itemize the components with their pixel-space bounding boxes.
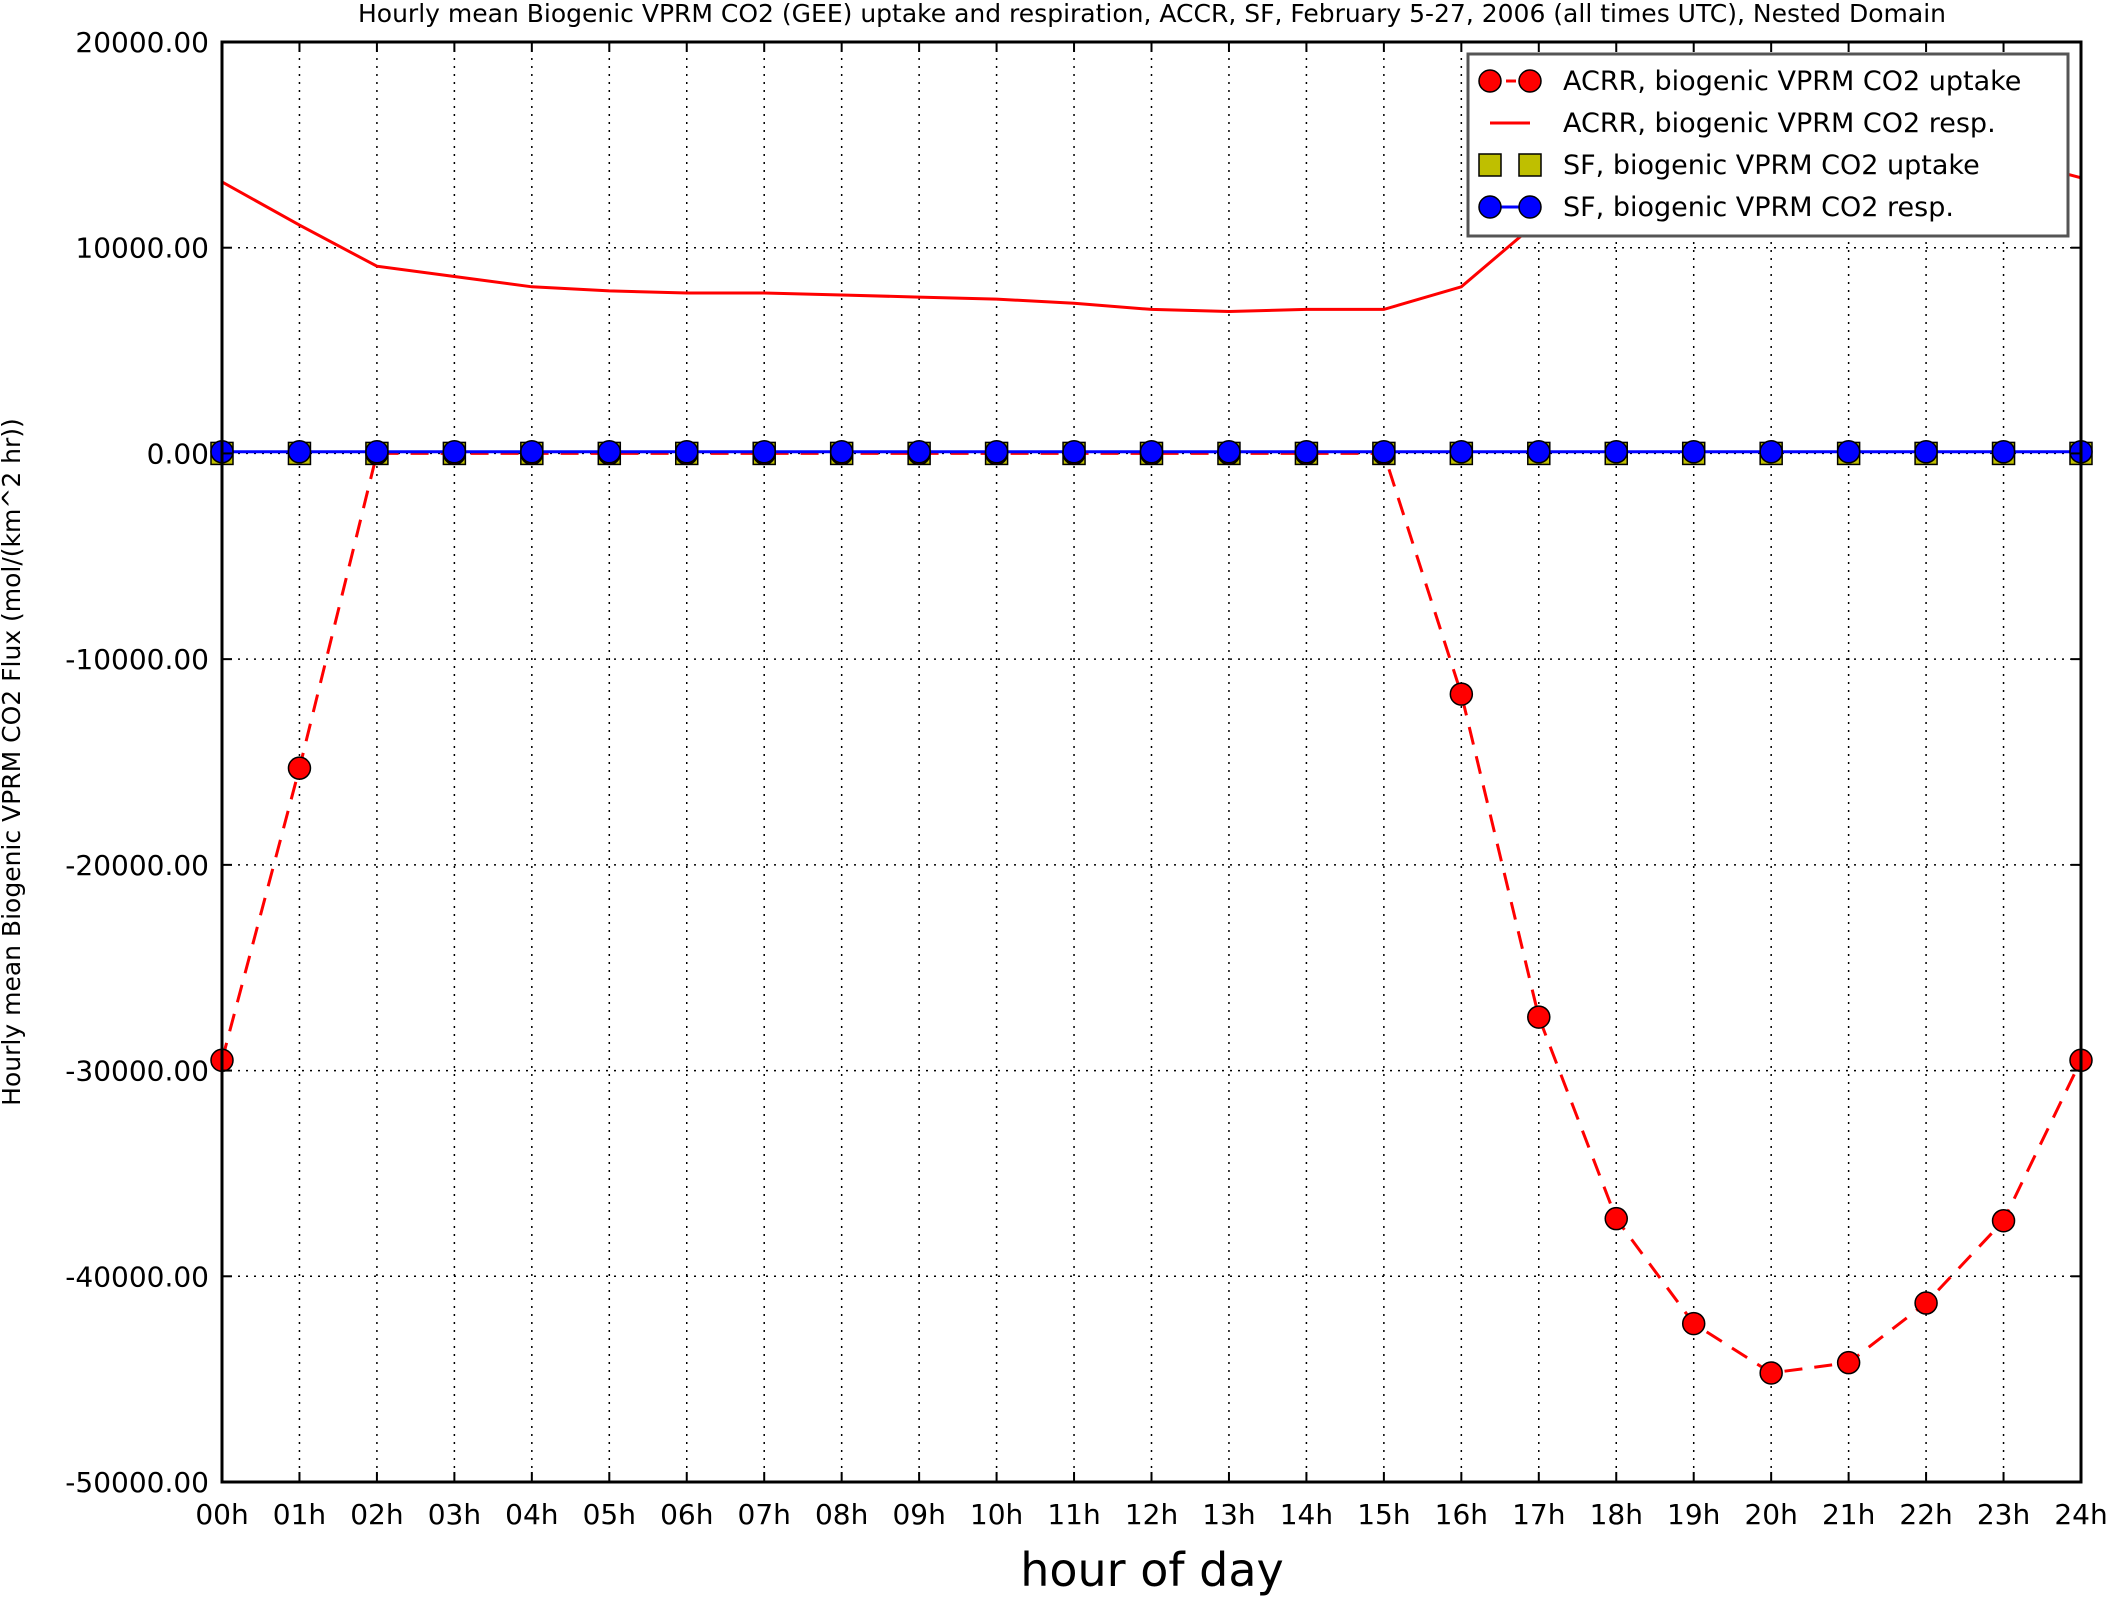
- legend-label: SF, biogenic VPRM CO2 resp.: [1563, 192, 1954, 223]
- y-tick-label: -10000.00: [65, 643, 209, 676]
- legend-label: ACRR, biogenic VPRM CO2 resp.: [1563, 108, 1996, 139]
- x-tick-label: 14h: [1280, 1498, 1333, 1531]
- legend-marker: [1478, 153, 1502, 177]
- x-tick-label: 23h: [1977, 1498, 2030, 1531]
- x-tick-label: 12h: [1125, 1498, 1178, 1531]
- legend-label: SF, biogenic VPRM CO2 uptake: [1563, 150, 1980, 181]
- y-tick-label: -30000.00: [65, 1055, 209, 1088]
- x-tick-label: 19h: [1667, 1498, 1720, 1531]
- data-point: [675, 440, 699, 464]
- data-point: [907, 440, 931, 464]
- legend-box: [1466, 52, 2070, 238]
- legend: ACRR, biogenic VPRM CO2 uptake ACRR, biog…: [1466, 52, 2070, 238]
- data-point: [1139, 440, 1164, 464]
- x-axis-label: hour of day: [1020, 1543, 1284, 1597]
- x-tick-label: 02h: [350, 1498, 403, 1531]
- data-point: [1217, 440, 1241, 464]
- data-point: [1681, 1311, 1706, 1336]
- data-point: [1681, 440, 1706, 464]
- data-point: [597, 440, 622, 464]
- legend-label: ACRR, biogenic VPRM CO2 uptake: [1563, 66, 2021, 97]
- data-point: [1604, 440, 1628, 464]
- y-tick-label: 0.00: [147, 437, 209, 470]
- legend-marker: [1518, 69, 1542, 93]
- x-tick-label: 07h: [738, 1498, 791, 1531]
- x-tick-label: 13h: [1202, 1498, 1255, 1531]
- legend-marker: [1518, 153, 1542, 177]
- data-point: [287, 756, 312, 780]
- data-point: [1991, 1208, 2016, 1233]
- x-tick-label: 11h: [1047, 1498, 1100, 1531]
- ticks: [221, 41, 2082, 1483]
- data-point: [1836, 440, 1861, 464]
- data-point: [365, 440, 389, 464]
- data-point: [1372, 440, 1396, 464]
- y-tick-label: 20000.00: [75, 26, 209, 59]
- y-tick-label: -40000.00: [65, 1260, 209, 1293]
- x-tick-label: 01h: [273, 1498, 326, 1531]
- y-tick-labels: 20000.00 10000.00 0.00 -10000.00 -20000.00 -3…: [65, 26, 209, 1499]
- y-tick-label: -20000.00: [65, 849, 209, 882]
- data-point: [1449, 682, 1474, 706]
- data-point: [829, 440, 854, 464]
- x-tick-label: 17h: [1512, 1498, 1565, 1531]
- x-tick-label: 06h: [660, 1498, 713, 1531]
- data-point: [1449, 440, 1474, 464]
- x-tick-label: 08h: [815, 1498, 868, 1531]
- x-tick-label: 03h: [428, 1498, 481, 1531]
- data-point: [1991, 440, 2016, 464]
- legend-marker: [1478, 69, 1502, 93]
- data-point: [287, 440, 312, 464]
- data-point: [1914, 1291, 1938, 1315]
- data-point: [520, 440, 544, 464]
- data-point: [442, 440, 467, 464]
- x-tick-label: 20h: [1744, 1498, 1797, 1531]
- x-tick-label: 00h: [195, 1498, 248, 1531]
- data-point: [1527, 1005, 1551, 1029]
- x-tick-label: 18h: [1590, 1498, 1643, 1531]
- x-tick-label: 16h: [1435, 1498, 1488, 1531]
- x-tick-labels: 00h 01h 02h 03h 04h 05h 06h 07h 08h 09h 10h 11h 12h 1…: [195, 1498, 2107, 1531]
- x-tick-label: 04h: [505, 1498, 558, 1531]
- data-point: [1062, 440, 1086, 464]
- x-tick-label: 24h: [2054, 1498, 2107, 1531]
- data-point: [1527, 440, 1551, 464]
- legend-marker: [1478, 195, 1502, 219]
- data-point: [752, 440, 776, 464]
- y-axis-label: Hourly mean Biogenic VPRM CO2 Flux (mol/…: [0, 418, 26, 1106]
- x-tick-label: 22h: [1899, 1498, 1952, 1531]
- x-tick-label: 15h: [1357, 1498, 1410, 1531]
- data-point: [984, 440, 1009, 464]
- x-tick-label: 09h: [892, 1498, 945, 1531]
- y-tick-label: -50000.00: [65, 1466, 209, 1499]
- data-point: [1294, 440, 1319, 464]
- data-point: [1604, 1206, 1628, 1231]
- chart-title: Hourly mean Biogenic VPRM CO2 (GEE) upta…: [358, 0, 1946, 28]
- x-tick-label: 10h: [970, 1498, 1023, 1531]
- data-point: [1914, 440, 1938, 464]
- data-point: [1759, 1361, 1783, 1385]
- data-point: [1836, 1350, 1861, 1375]
- x-tick-label: 21h: [1822, 1498, 1875, 1531]
- x-tick-label: 05h: [583, 1498, 636, 1531]
- data-point: [1759, 440, 1783, 464]
- y-tick-label: 10000.00: [75, 232, 209, 265]
- legend-marker: [1518, 195, 1542, 219]
